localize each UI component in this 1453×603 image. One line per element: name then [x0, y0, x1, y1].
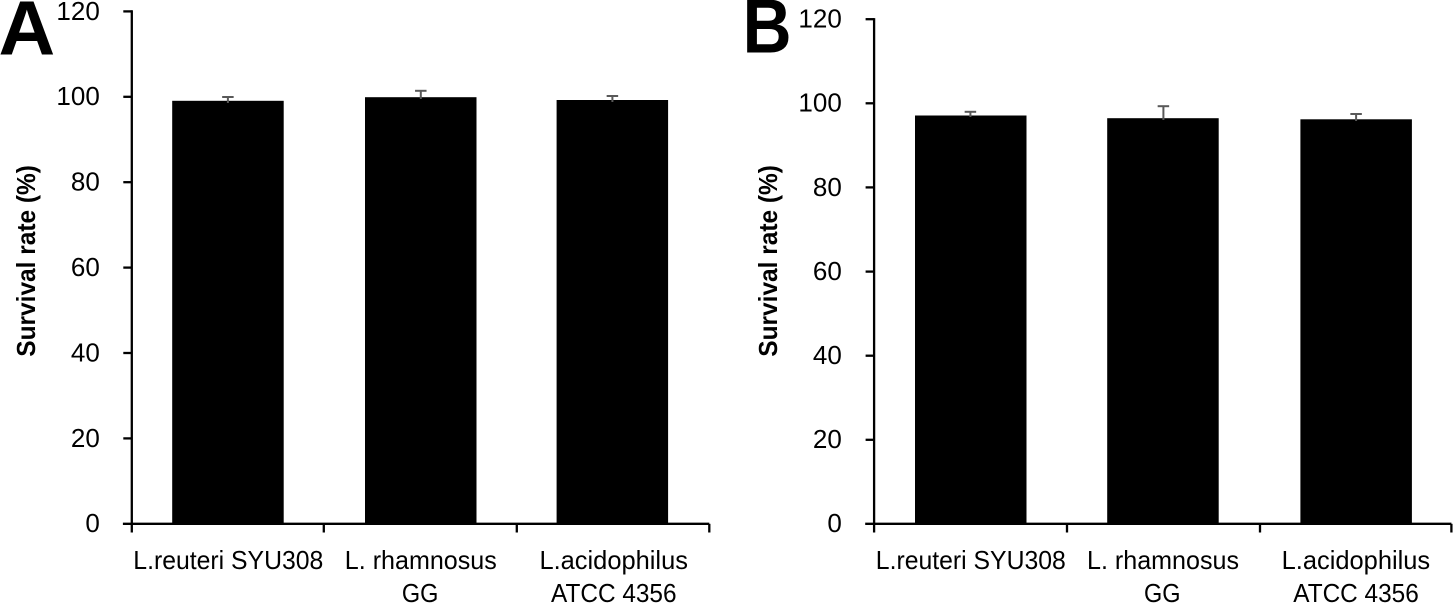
- svg-text:0: 0: [85, 508, 99, 538]
- svg-text:L.reuteri SYU308: L.reuteri SYU308: [876, 545, 1066, 575]
- svg-text:L. rhamnosus: L. rhamnosus: [1087, 545, 1239, 575]
- svg-text:60: 60: [813, 256, 842, 286]
- svg-text:B: B: [743, 0, 792, 69]
- svg-text:GG: GG: [402, 578, 439, 603]
- svg-text:40: 40: [813, 340, 842, 370]
- svg-text:GG: GG: [1144, 578, 1181, 603]
- svg-text:80: 80: [71, 167, 100, 197]
- svg-text:ATCC 4356: ATCC 4356: [551, 578, 677, 603]
- svg-text:L. rhamnosus: L. rhamnosus: [345, 545, 497, 575]
- svg-text:L.reuteri SYU308: L.reuteri SYU308: [133, 545, 323, 575]
- svg-text:60: 60: [71, 252, 100, 282]
- svg-text:20: 20: [71, 423, 100, 453]
- svg-text:0: 0: [827, 508, 841, 538]
- svg-text:20: 20: [813, 424, 842, 454]
- svg-text:80: 80: [813, 172, 842, 202]
- svg-text:120: 120: [56, 0, 99, 26]
- svg-text:Survival rate (%): Survival rate (%): [11, 165, 41, 357]
- svg-text:100: 100: [798, 88, 841, 118]
- svg-text:120: 120: [798, 4, 841, 34]
- svg-text:100: 100: [56, 81, 99, 111]
- svg-text:Survival rate (%): Survival rate (%): [753, 165, 783, 357]
- svg-text:A: A: [0, 0, 55, 72]
- svg-text:L.acidophilus: L.acidophilus: [539, 545, 688, 575]
- svg-text:ATCC 4356: ATCC 4356: [1293, 578, 1419, 603]
- svg-text:40: 40: [71, 337, 100, 367]
- svg-text:L.acidophilus: L.acidophilus: [1282, 545, 1431, 575]
